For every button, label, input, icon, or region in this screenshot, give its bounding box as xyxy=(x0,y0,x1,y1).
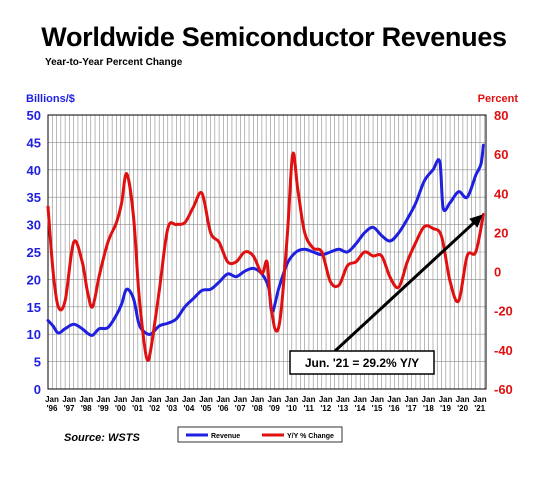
x-tick-label: Jan xyxy=(45,395,59,404)
x-tick-label: Jan xyxy=(439,395,453,404)
series-line-yoy xyxy=(46,151,485,362)
x-tick-label: Jan xyxy=(268,395,282,404)
right-tick-label: 0 xyxy=(494,265,501,280)
x-tick-label: Jan xyxy=(336,395,350,404)
left-tick-label: 50 xyxy=(27,108,41,123)
x-tick-label: Jan xyxy=(473,395,487,404)
x-tick-label: '98 xyxy=(81,404,92,413)
x-tick-label: Jan xyxy=(319,395,333,404)
x-tick-label: Jan xyxy=(370,395,384,404)
annotation-text: Jun. '21 = 29.2% Y/Y xyxy=(305,356,419,370)
left-axis: 0 5 10 15 20 25 30 35 40 45 50 xyxy=(27,108,41,397)
plot-frame xyxy=(47,114,487,390)
x-tick-label: Jan xyxy=(353,395,367,404)
x-tick-label: Jan xyxy=(131,395,145,404)
x-axis: Jan'96Jan'97Jan'98Jan'99Jan'00Jan'01Jan'… xyxy=(45,395,487,413)
x-tick-label: Jan xyxy=(114,395,128,404)
legend-label-yoy: Y/Y % Change xyxy=(287,433,334,440)
x-tick-label: '97 xyxy=(64,404,75,413)
x-tick-label: '96 xyxy=(47,404,58,413)
left-tick-label: 20 xyxy=(27,272,41,287)
left-tick-label: 25 xyxy=(27,245,41,260)
x-tick-label: Jan xyxy=(199,395,213,404)
x-tick-label: '15 xyxy=(372,404,383,413)
x-tick-label: '19 xyxy=(440,404,451,413)
x-tick-label: '05 xyxy=(201,404,212,413)
x-tick-label: '02 xyxy=(149,404,160,413)
x-tick-label: Jan xyxy=(62,395,76,404)
x-tick-label: '13 xyxy=(337,404,348,413)
chart-title: Worldwide Semiconductor Revenues xyxy=(41,22,507,52)
source-note: Source: WSTS xyxy=(64,432,140,444)
right-tick-label: 60 xyxy=(494,147,508,162)
left-tick-label: 30 xyxy=(27,218,41,233)
x-tick-label: Jan xyxy=(216,395,230,404)
x-tick-label: '07 xyxy=(235,404,246,413)
x-tick-label: '04 xyxy=(183,404,194,413)
x-tick-label: '01 xyxy=(132,404,143,413)
x-tick-label: Jan xyxy=(250,395,264,404)
right-tick-label: -60 xyxy=(494,382,513,397)
x-tick-label: '06 xyxy=(218,404,229,413)
x-tick-label: '16 xyxy=(389,404,400,413)
left-tick-label: 0 xyxy=(34,382,41,397)
x-tick-label: '11 xyxy=(303,404,314,413)
x-tick-label: Jan xyxy=(456,395,470,404)
x-tick-label: Jan xyxy=(79,395,93,404)
x-tick-label: '20 xyxy=(457,404,468,413)
right-axis: -60 -40 -20 0 20 40 60 80 xyxy=(494,108,513,397)
x-tick-label: '99 xyxy=(98,404,109,413)
right-tick-label: -20 xyxy=(494,304,513,319)
annotation-arrowhead xyxy=(469,214,483,228)
annotation: Jun. '21 = 29.2% Y/Y xyxy=(289,214,483,375)
x-tick-label: '08 xyxy=(252,404,263,413)
x-tick-label: '17 xyxy=(406,404,417,413)
left-tick-label: 35 xyxy=(27,190,41,205)
x-tick-label: Jan xyxy=(165,395,179,404)
x-tick-label: Jan xyxy=(404,395,418,404)
x-tick-label: '10 xyxy=(286,404,297,413)
legend-box xyxy=(177,426,343,443)
left-tick-label: 10 xyxy=(27,327,41,342)
chart-subtitle: Year-to-Year Percent Change xyxy=(45,57,183,68)
left-axis-label: Billions/$ xyxy=(26,93,75,105)
x-tick-label: '09 xyxy=(269,404,280,413)
x-tick-label: '14 xyxy=(355,404,366,413)
x-tick-label: Jan xyxy=(182,395,196,404)
grid-lines xyxy=(47,114,486,390)
x-tick-label: '12 xyxy=(320,404,331,413)
left-tick-label: 40 xyxy=(27,163,41,178)
left-tick-label: 15 xyxy=(27,300,41,315)
x-tick-label: Jan xyxy=(302,395,316,404)
x-tick-label: '21 xyxy=(474,404,485,413)
x-tick-label: Jan xyxy=(285,395,299,404)
x-tick-label: '03 xyxy=(166,404,177,413)
x-tick-label: Jan xyxy=(233,395,247,404)
right-tick-label: 20 xyxy=(494,225,508,240)
right-tick-label: 80 xyxy=(494,108,508,123)
legend: Revenue Y/Y % Change xyxy=(177,426,343,443)
annotation-arrow xyxy=(333,220,477,353)
right-tick-label: 40 xyxy=(494,186,508,201)
x-tick-label: Jan xyxy=(96,395,110,404)
x-tick-label: Jan xyxy=(422,395,436,404)
right-axis-label: Percent xyxy=(478,93,519,105)
series-layer xyxy=(46,143,485,362)
x-tick-label: '18 xyxy=(423,404,434,413)
x-tick-label: Jan xyxy=(148,395,162,404)
x-tick-label: '00 xyxy=(115,404,126,413)
annotation-box xyxy=(289,350,435,375)
left-tick-label: 5 xyxy=(34,355,41,370)
x-tick-label: Jan xyxy=(387,395,401,404)
legend-label-revenue: Revenue xyxy=(211,433,240,440)
left-tick-label: 45 xyxy=(27,135,41,150)
right-tick-label: -40 xyxy=(494,343,513,358)
